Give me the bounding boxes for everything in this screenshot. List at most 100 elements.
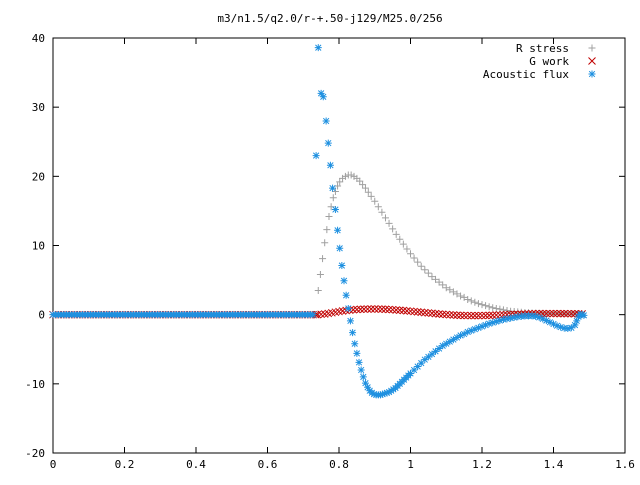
x-tick-label: 0 [50,458,57,471]
data-point [379,390,387,398]
data-point [532,312,540,320]
data-point [392,306,401,314]
data-point [550,320,557,328]
data-point [389,385,397,393]
data-point [378,208,386,216]
data-point [445,310,454,319]
data-point [507,314,515,322]
data-point [417,359,425,367]
data-point [317,89,325,97]
data-point [528,312,536,320]
data-point [482,302,490,310]
data-point [449,288,457,296]
data-point [460,311,468,320]
data-point [546,318,554,326]
data-point [336,178,344,186]
data-point [471,298,479,306]
data-point [385,305,393,314]
data-point [342,291,350,299]
y-tick-label: 40 [32,32,45,45]
data-point [432,275,440,283]
x-tick-label: 1.4 [544,458,564,471]
data-point [371,197,379,205]
data-point [399,306,408,315]
data-point [546,309,554,318]
data-point [489,319,497,327]
data-point [439,342,447,350]
data-point [542,309,551,318]
data-point [573,317,581,325]
data-point [353,349,361,357]
data-point [489,304,497,312]
data-point [424,353,432,361]
data-point [317,310,325,319]
data-point [364,188,372,196]
data-point [312,152,320,160]
data-point [571,321,579,329]
data-point [368,389,376,397]
data-point [381,305,390,314]
data-point [353,305,361,314]
data-point [542,317,550,325]
data-point [470,311,479,320]
data-point [326,161,334,169]
data-point [464,295,472,303]
data-point [351,340,359,348]
data-point [496,317,504,325]
data-point [435,278,443,286]
data-point [388,305,397,314]
data-point [374,305,383,313]
data-point [387,387,395,395]
data-point [424,269,432,277]
data-point [564,325,572,332]
x-tick-label: 0.8 [329,458,349,471]
data-point [567,309,576,318]
legend-label: Acoustic flux [483,68,569,81]
y-tick-label: -20 [25,447,45,460]
data-point [431,309,440,318]
data-point [578,311,586,319]
data-point [355,358,363,366]
data-point [499,316,507,324]
y-tick-label: 30 [32,101,45,114]
data-point [321,239,329,247]
data-point [360,305,368,313]
x-tick-label: 0.6 [258,458,278,471]
data-point [503,315,511,323]
data-point [549,309,558,318]
data-point [359,373,367,381]
legend-label: R stress [516,42,569,55]
data-point [325,212,333,220]
data-point [381,214,389,222]
data-point [376,391,384,399]
data-point [510,313,518,321]
data-point [560,324,568,332]
data-point [323,226,331,234]
data-point [471,325,479,333]
data-point [410,254,418,262]
data-point [417,262,425,270]
data-point [374,203,382,211]
data-point [446,338,454,346]
data-point [403,307,411,315]
data-point [356,305,365,314]
data-point [329,184,337,192]
data-point [439,281,447,289]
data-point [553,309,561,318]
x-tick-label: 1.6 [615,458,635,471]
data-point [563,309,572,318]
data-point [457,331,465,339]
data-point [456,311,465,320]
data-point [367,305,376,313]
x-tick-label: 1 [407,458,414,471]
data-point [341,172,349,180]
data-point [460,330,468,338]
x-tick-label: 0.4 [186,458,206,471]
y-tick-label: 20 [32,170,45,183]
data-point [492,311,501,319]
data-point [414,363,422,371]
data-point [417,308,426,317]
data-point [482,321,490,329]
data-point [378,305,386,313]
